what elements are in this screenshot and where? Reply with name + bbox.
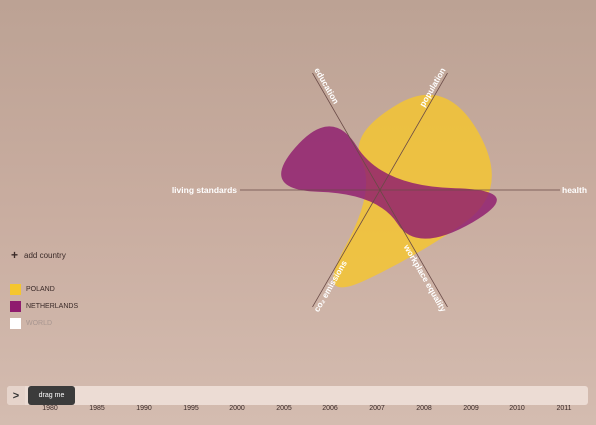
- year-tick: 2010: [509, 405, 525, 412]
- year-tick: 1995: [183, 405, 199, 412]
- axis-label-workplace_equality: workplace equality: [401, 242, 448, 314]
- legend-swatch: [10, 301, 21, 312]
- legend-item-world[interactable]: WORLD: [10, 315, 78, 332]
- axis-line-population: [379, 72, 448, 191]
- legend-swatch: [10, 284, 21, 295]
- year-tick: 2005: [276, 405, 292, 412]
- axis-line-workplace_equality: [379, 189, 448, 308]
- axis-label-education: education: [312, 66, 341, 106]
- axis-label-health: health: [562, 185, 587, 195]
- year-tick: 1985: [89, 405, 105, 412]
- year-tick: 2011: [556, 405, 572, 412]
- axis-label-living_standards: living standards: [172, 185, 237, 195]
- series-shape-netherlands: [281, 126, 497, 239]
- legend-label: NETHERLANDS: [26, 303, 79, 310]
- year-tick: 2009: [463, 405, 479, 412]
- year-tick: 2007: [369, 405, 385, 412]
- legend-item-netherlands[interactable]: NETHERLANDS: [10, 298, 78, 315]
- year-tick: 2008: [416, 405, 432, 412]
- timeline-slider[interactable]: > drag me: [7, 386, 588, 405]
- legend-swatch: [10, 318, 21, 329]
- radar-shapes: [281, 94, 497, 288]
- axis-line-education: [312, 72, 381, 191]
- timeline-drag-handle[interactable]: drag me: [28, 386, 75, 405]
- legend-label: POLAND: [26, 286, 55, 293]
- play-button[interactable]: >: [7, 386, 25, 405]
- axis-line-co2_emissions: [312, 189, 381, 308]
- year-tick: 1980: [42, 405, 58, 412]
- add-country-button[interactable]: + add country: [11, 248, 66, 262]
- legend: POLAND NETHERLANDS WORLD: [10, 281, 78, 332]
- add-country-label: add country: [24, 250, 66, 260]
- year-tick: 2006: [322, 405, 338, 412]
- year-tick: 2000: [229, 405, 245, 412]
- timeline-year-ticks: 1980 1985 1990 1995 2000 2005 2006 2007 …: [0, 405, 596, 419]
- plus-icon: +: [11, 248, 19, 262]
- radar-axes: [240, 72, 560, 308]
- year-tick: 1990: [136, 405, 152, 412]
- legend-item-poland[interactable]: POLAND: [10, 281, 78, 298]
- legend-label: WORLD: [26, 320, 53, 327]
